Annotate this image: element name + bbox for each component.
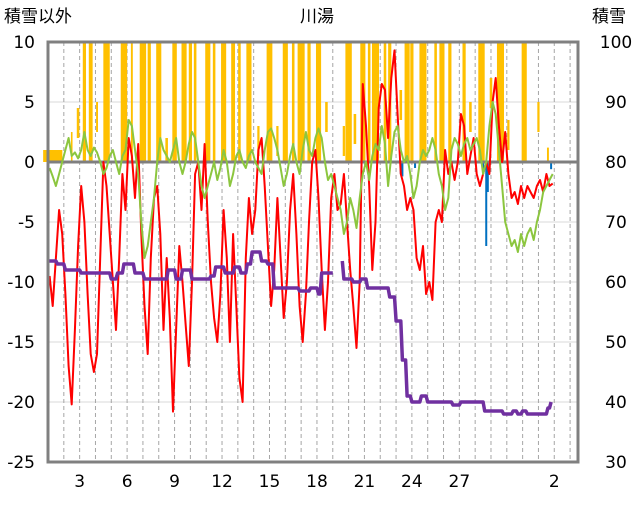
- sunshine-bar: [212, 42, 216, 162]
- sunshine-bar: [297, 42, 305, 162]
- sunshine-bar: [507, 120, 510, 150]
- sunshine-bar: [410, 42, 414, 162]
- x-axis-tick-label: 24: [401, 472, 423, 492]
- x-axis-tick-label: 6: [122, 472, 133, 492]
- right-axis-tick-label: 60: [605, 273, 627, 293]
- sunshine-bar: [165, 138, 168, 162]
- sunshine-bar: [276, 126, 279, 156]
- sunshine-bar: [291, 42, 295, 162]
- sunshine-bar: [489, 78, 493, 108]
- left-axis-tick-label: -20: [7, 393, 35, 413]
- sunshine-bar: [342, 126, 345, 156]
- x-axis-tick-label: 2: [549, 472, 560, 492]
- right-axis-tick-label: 70: [605, 213, 627, 233]
- left-axis-title: 積雪以外: [4, 7, 72, 27]
- sunshine-bar: [315, 42, 322, 162]
- sunshine-bar: [439, 42, 445, 162]
- x-axis-tick-label: 15: [259, 472, 281, 492]
- sunshine-bar: [188, 42, 192, 162]
- x-axis-tick-label: 27: [449, 472, 471, 492]
- left-axis-tick-label: -25: [7, 453, 35, 473]
- sunshine-bar: [521, 42, 527, 162]
- left-axis-tick-label: -15: [7, 333, 35, 353]
- sunshine-bar: [88, 42, 93, 162]
- sunshine-bar: [70, 132, 73, 162]
- line-layer: [48, 49, 554, 416]
- sunshine-bar: [266, 42, 273, 162]
- sunshine-bar: [221, 42, 227, 162]
- sunshine-bar: [546, 147, 549, 162]
- right-axis-tick-label: 30: [605, 453, 627, 473]
- sunshine-bar: [282, 42, 288, 162]
- sunshine-bar: [205, 42, 211, 162]
- sunshine-bar: [156, 42, 162, 162]
- sunshine-bar: [238, 42, 241, 162]
- right-axis-tick-label: 50: [605, 333, 627, 353]
- frame-layer: [46, 40, 580, 464]
- left-axis-tick-label: 10: [13, 33, 35, 53]
- precipitation-bar: [414, 162, 417, 168]
- sunshine-bar: [353, 114, 357, 144]
- right-axis-title: 積雪: [592, 7, 626, 27]
- left-axis-tick-label: -10: [7, 273, 35, 293]
- sunshine-bar: [462, 42, 466, 162]
- precipitation-bar: [401, 162, 404, 177]
- sunshine-bar: [345, 42, 352, 162]
- sunshine-bar: [193, 42, 197, 162]
- sunshine-bar: [496, 42, 504, 162]
- snow_depth-line: [48, 250, 333, 296]
- right-axis-tick-label: 40: [605, 393, 627, 413]
- sunshine-bar: [404, 42, 410, 162]
- right-axis-tick-label: 100: [600, 33, 632, 53]
- precipitation-bar: [550, 162, 553, 170]
- sunshine-bar: [147, 42, 151, 162]
- sunshine-bar: [82, 42, 86, 162]
- precipitation-bar: [486, 162, 489, 192]
- temperature-line: [48, 49, 554, 413]
- right-axis-tick-label: 90: [605, 93, 627, 113]
- sunshine-bar: [399, 90, 403, 120]
- text-layer: 積雪以外 川湯 積雪 1050-5-10-15-20-2510090807060…: [4, 7, 632, 492]
- sunshine-bar: [371, 42, 380, 162]
- sunshine-bar: [231, 42, 236, 162]
- right-axis-tick-label: 80: [605, 153, 627, 173]
- sunshine-bar: [103, 42, 110, 162]
- sunshine-bar: [76, 108, 80, 138]
- x-axis-tick-label: 21: [354, 472, 376, 492]
- x-axis-tick-label: 3: [74, 472, 85, 492]
- sunshine-bar: [478, 42, 485, 162]
- precipitation-bar: [485, 162, 488, 246]
- sunshine-bar: [43, 150, 63, 162]
- left-axis-tick-label: 0: [24, 153, 35, 173]
- sunshine-bar: [120, 42, 128, 162]
- snow_depth-line: [340, 260, 553, 416]
- sunshine-bar: [96, 102, 99, 132]
- x-axis-tick-label: 18: [306, 472, 328, 492]
- sunshine-bar: [434, 42, 437, 162]
- sunshine-bar: [367, 42, 371, 162]
- left-axis-tick-label: -5: [18, 213, 35, 233]
- sunshine-bar: [537, 102, 540, 132]
- sunshine-bar: [139, 42, 147, 162]
- series_green-line: [48, 101, 554, 259]
- sunshine-bar: [181, 42, 187, 162]
- x-axis-tick-label: 12: [211, 472, 233, 492]
- chart-title: 川湯: [300, 7, 334, 27]
- sunshine-bar: [419, 42, 427, 162]
- sunshine-bar: [469, 102, 472, 132]
- sunshine-bar: [257, 126, 260, 156]
- sunshine-bar: [130, 42, 133, 162]
- sunshine-bar: [325, 102, 328, 132]
- sunshine-bar: [448, 42, 452, 162]
- x-axis-tick-label: 9: [169, 472, 180, 492]
- sunshine-bar: [307, 42, 311, 162]
- left-axis-tick-label: 5: [24, 93, 35, 113]
- sunshine-bar: [172, 42, 177, 162]
- plot-frame: [46, 40, 580, 464]
- sunshine-bar: [246, 42, 252, 162]
